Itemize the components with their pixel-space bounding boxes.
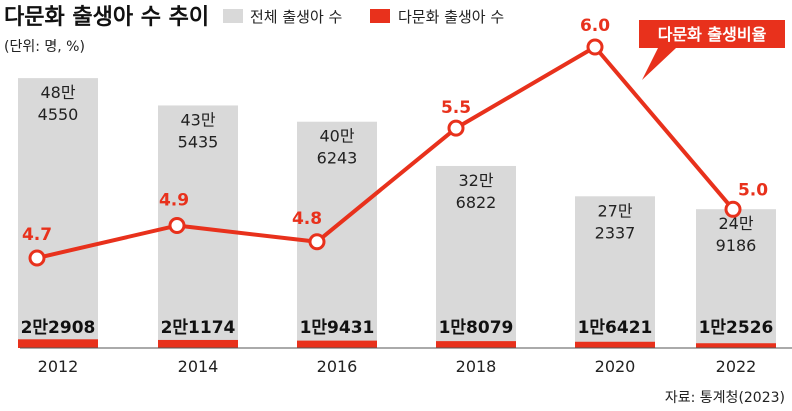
multicultural-bar-2018 xyxy=(436,341,516,348)
callout-label: 다문화 출생비율 xyxy=(658,25,767,44)
birth-ratio-label-2018: 5.5 xyxy=(441,98,471,118)
multicultural-value-label-2022: 1만2526 xyxy=(699,318,774,338)
birth-ratio-label-2012: 4.7 xyxy=(22,225,52,245)
birth-ratio-point-2022 xyxy=(724,200,742,218)
year-label-2020: 2020 xyxy=(595,357,636,376)
total-bars xyxy=(18,78,776,348)
birth-ratio-label-2014: 4.9 xyxy=(159,191,189,211)
year-label-2022: 2022 xyxy=(716,357,757,376)
multicultural-bar-2020 xyxy=(575,341,655,348)
multicultural-value-label-2014: 2만1174 xyxy=(161,318,236,338)
total-bar-2022 xyxy=(696,209,776,348)
legend-label-multicultural: 다문화 출생아 수 xyxy=(398,8,504,26)
birth-ratio-point-2016 xyxy=(308,233,326,251)
year-label-2014: 2014 xyxy=(178,357,219,376)
multicultural-bar-2016 xyxy=(297,340,377,348)
callout-pointer xyxy=(642,48,676,80)
multicultural-bar-2014 xyxy=(158,339,238,348)
multicultural-value-label-2020: 1만6421 xyxy=(578,318,653,338)
birth-ratio-point-2020 xyxy=(586,38,604,56)
year-label-2012: 2012 xyxy=(38,357,79,376)
legend-label-total: 전체 출생아 수 xyxy=(250,8,342,26)
total-bar-2016 xyxy=(297,121,377,348)
birth-ratio-label-2022: 5.0 xyxy=(738,180,768,200)
birth-ratio-labels: 4.7 4.9 4.8 5.5 6.0 5.0 xyxy=(22,16,768,245)
year-label-2018: 2018 xyxy=(456,357,497,376)
total-value-label-2014: 43만 5435 xyxy=(178,110,219,151)
total-bar-2018 xyxy=(436,165,516,348)
birth-ratio-point-2018 xyxy=(447,119,465,137)
multicultural-value-label-2016: 1만9431 xyxy=(300,318,375,338)
multicultural-bar-2012 xyxy=(18,339,98,348)
year-label-2016: 2016 xyxy=(317,357,358,376)
total-value-label-2016: 40만 6243 xyxy=(317,127,358,168)
chart-title: 다문화 출생아 수 추이 xyxy=(4,5,209,30)
total-value-label-2022: 24만 9186 xyxy=(716,214,757,255)
total-value-label-2018: 32만 6822 xyxy=(456,171,497,212)
callout-box xyxy=(639,20,785,48)
source-note: 자료: 통계청(2023) xyxy=(665,390,785,406)
birth-ratio-label-2016: 4.8 xyxy=(292,209,322,229)
total-bar-2020 xyxy=(575,196,655,348)
total-value-label-2020: 27만 2337 xyxy=(595,201,636,242)
multicultural-bar-2022 xyxy=(696,343,776,348)
multicultural-value-label-2012: 2만2908 xyxy=(21,318,96,338)
total-value-labels: 48만 4550 43만 5435 40만 6243 32만 6822 27만 2337 24만 91… xyxy=(38,83,757,255)
total-value-label-2012: 48만 4550 xyxy=(38,83,79,124)
total-bar-2012 xyxy=(18,78,98,348)
birth-ratio-point-2014 xyxy=(168,217,186,235)
birth-ratio-label-2020: 6.0 xyxy=(580,16,610,36)
birth-ratio-points xyxy=(28,38,742,267)
legend-swatch-total xyxy=(223,9,243,23)
unit-label: (단위: 명, %) xyxy=(4,39,85,55)
year-tick-labels: 2012 2014 2016 2018 2020 2022 xyxy=(38,357,757,376)
birth-ratio-point-2012 xyxy=(28,249,46,267)
birth-ratio-line xyxy=(36,45,735,260)
legend-swatch-multicultural xyxy=(370,9,390,23)
callout: 다문화 출생비율 xyxy=(639,20,785,80)
multicultural-value-label-2018: 1만8079 xyxy=(439,318,514,338)
multicultural-bars xyxy=(18,339,776,348)
multicultural-value-labels: 2만2908 2만1174 1만9431 1만8079 1만6421 1만2526 xyxy=(21,318,774,338)
